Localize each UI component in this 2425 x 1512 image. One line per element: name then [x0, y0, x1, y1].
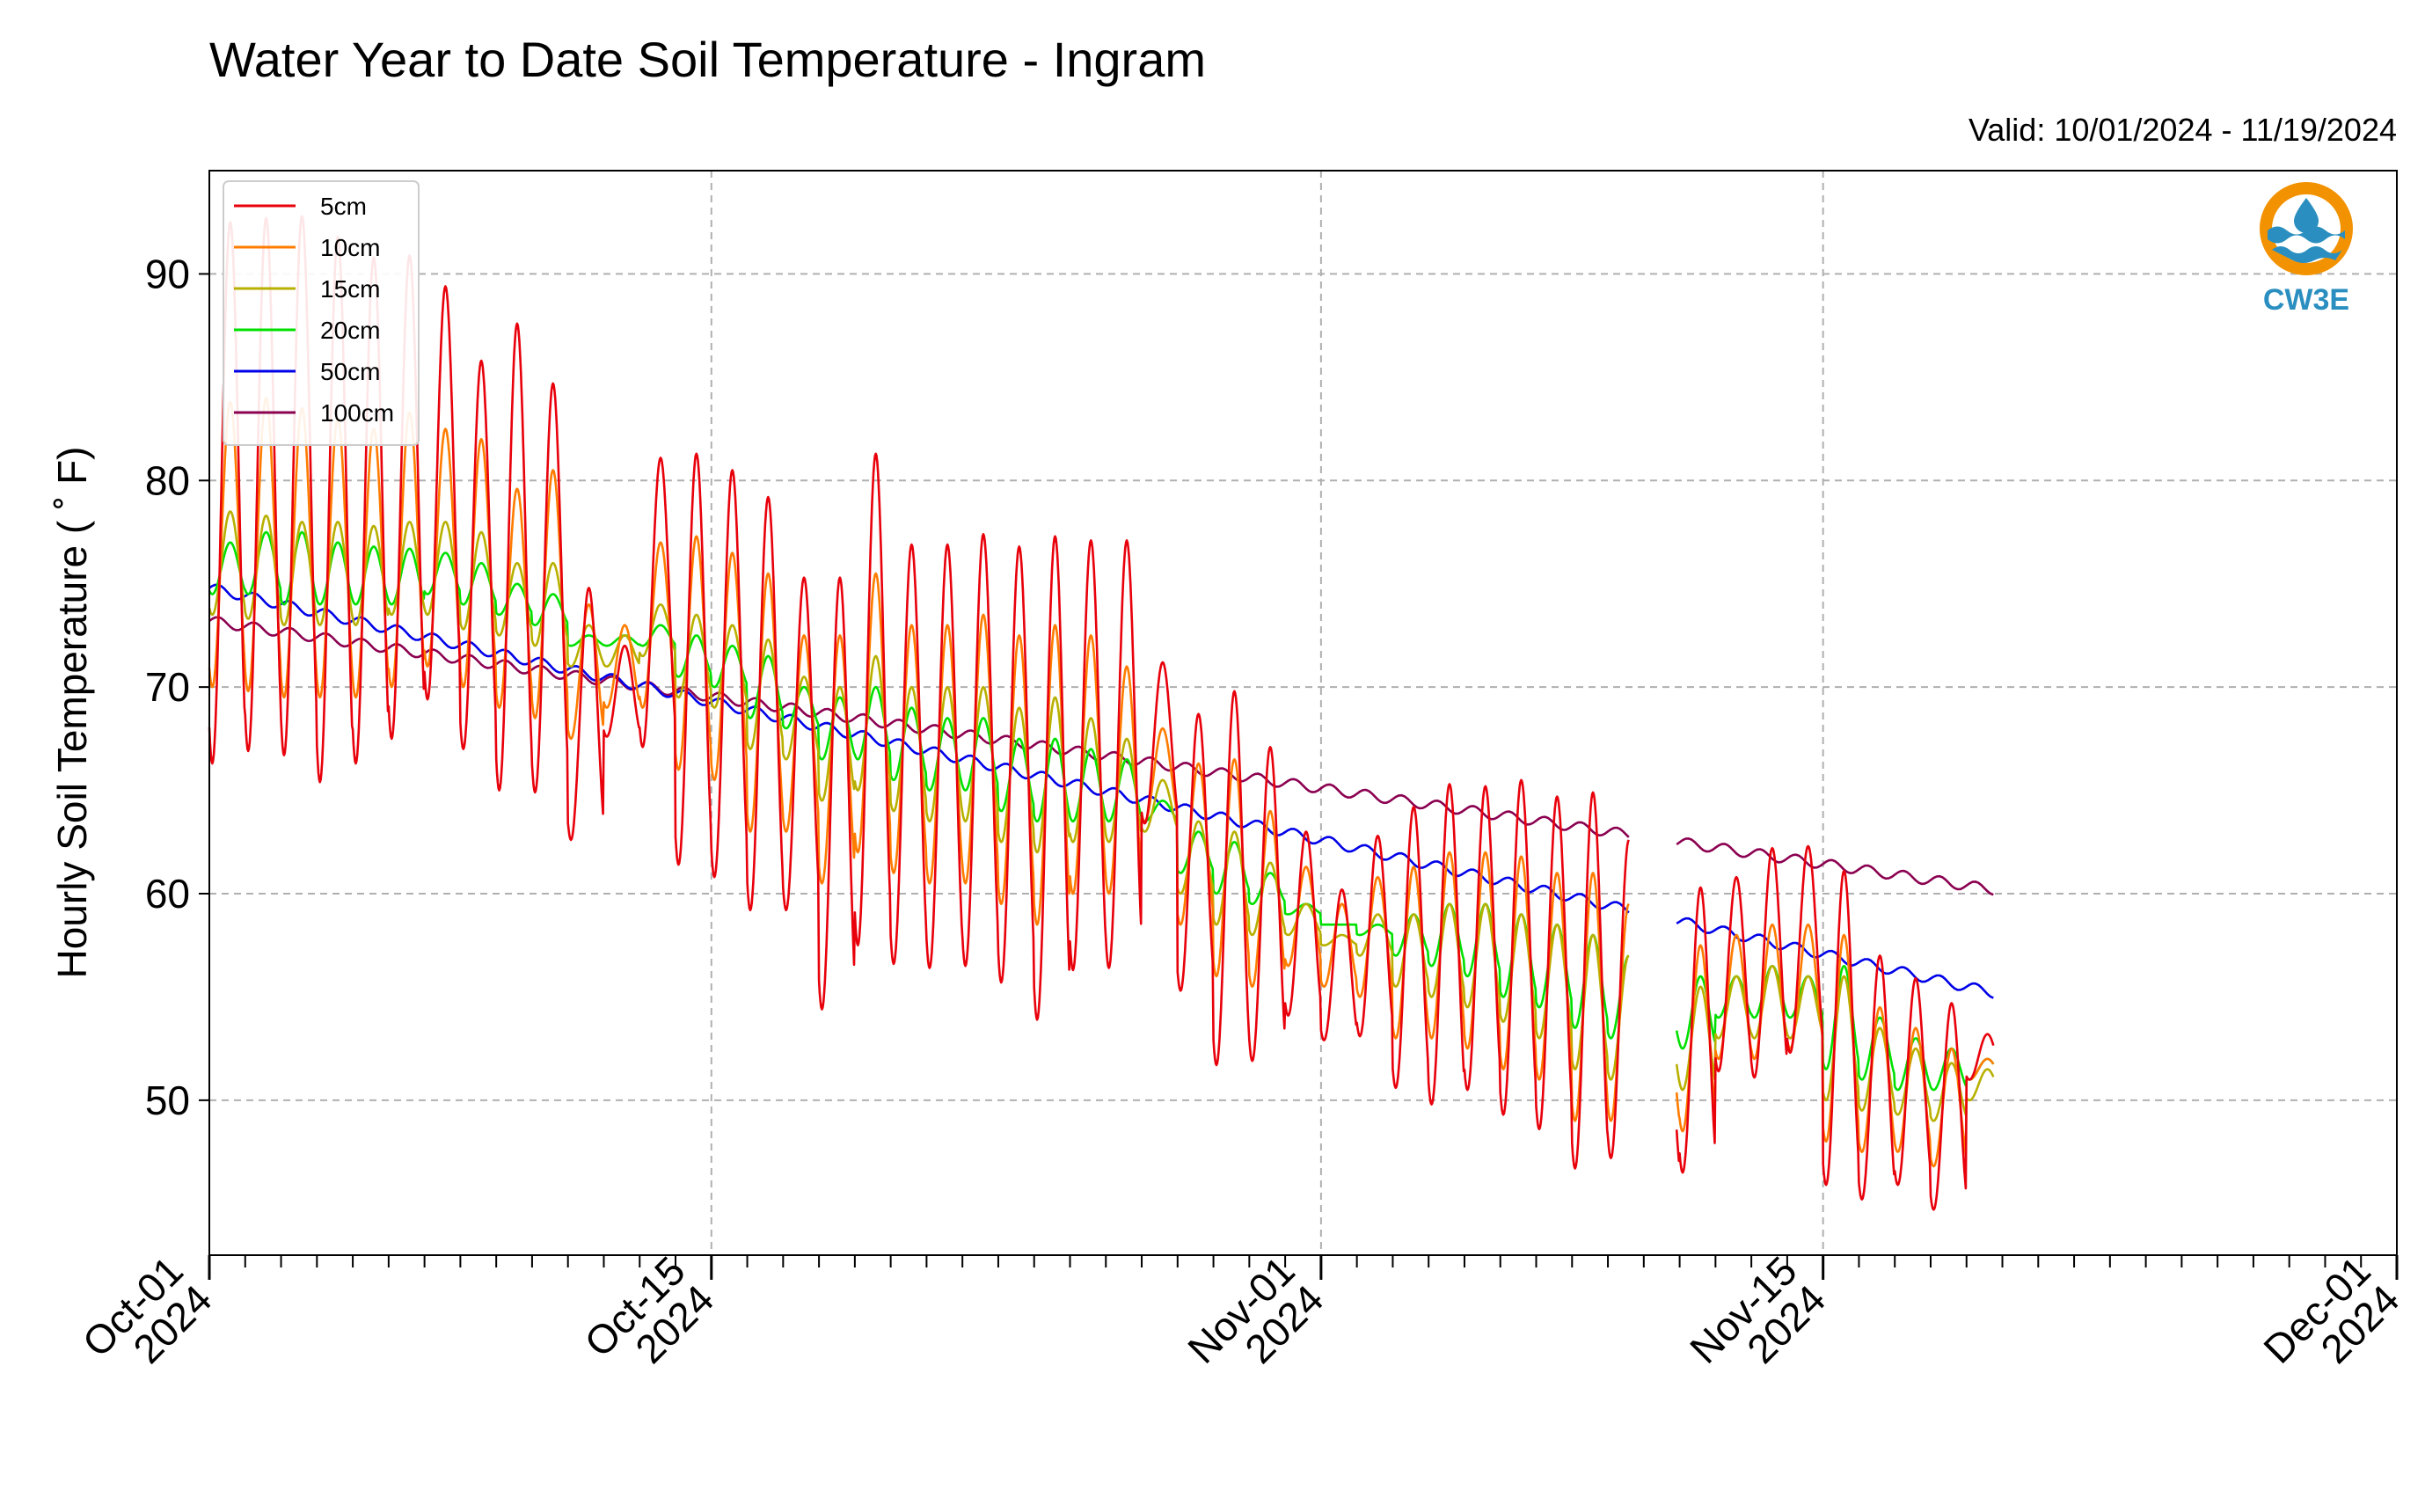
legend-label-5cm: 5cm — [320, 193, 367, 220]
logo-wave-icon — [2268, 226, 2345, 244]
y-tick-label: 60 — [145, 871, 190, 917]
logo-ring-icon — [2260, 182, 2353, 275]
logo-drop-icon — [2294, 198, 2319, 233]
y-tick-label: 70 — [145, 664, 190, 710]
chart-title: Water Year to Date Soil Temperature - In… — [209, 32, 1206, 87]
legend-label-10cm: 10cm — [320, 234, 380, 261]
logo-text: CW3E — [2263, 283, 2349, 317]
y-axis: 50 60 70 80 90 — [145, 251, 209, 1123]
logo-wave2-icon — [2272, 246, 2342, 263]
y-tick-label: 80 — [145, 457, 190, 503]
series-lines — [208, 215, 1995, 1211]
y-tick-label: 50 — [145, 1077, 190, 1123]
grid-lines — [209, 171, 2397, 1255]
legend-label-50cm: 50cm — [320, 358, 380, 385]
legend-label-100cm: 100cm — [320, 399, 394, 427]
valid-range: Valid: 10/01/2024 - 11/19/2024 — [1968, 112, 2397, 148]
y-axis-label: Hourly Soil Temperature ( ˚ F) — [49, 447, 95, 979]
series-line-5cm — [208, 215, 1995, 1211]
cw3e-logo: CW3E — [2260, 182, 2353, 317]
y-tick-label: 90 — [145, 251, 190, 296]
series-line-100cm — [208, 616, 1994, 896]
legend-label-20cm: 20cm — [320, 317, 380, 344]
plot-frame — [208, 170, 2398, 1256]
legend-label-15cm: 15cm — [320, 275, 380, 303]
legend: 5cm 10cm 15cm 20cm 50cm 100cm — [223, 180, 420, 446]
